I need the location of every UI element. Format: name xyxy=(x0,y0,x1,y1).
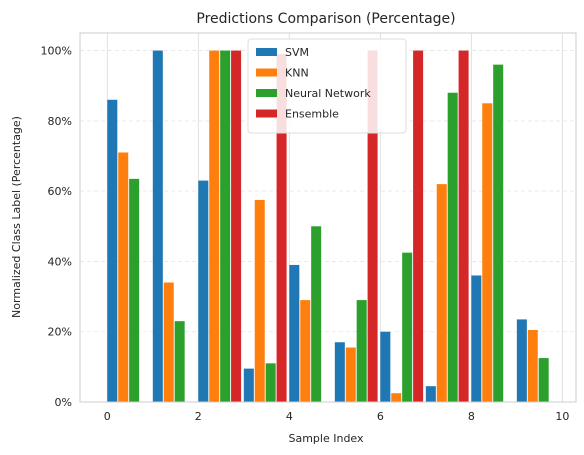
plot-area-frame xyxy=(79,32,577,403)
x-tick-label: 0 xyxy=(104,410,111,423)
bar-neural-network xyxy=(356,300,367,402)
bar-svm xyxy=(243,368,254,402)
x-axis-label: Sample Index xyxy=(288,432,364,445)
bar-knn xyxy=(118,152,129,402)
bar-neural-network xyxy=(538,358,549,402)
bar-svm xyxy=(198,180,209,402)
bar-knn xyxy=(345,347,356,402)
x-tick-label: 10 xyxy=(555,410,569,423)
legend: SVM KNN Neural Network Ensemble xyxy=(247,38,407,134)
bar-svm xyxy=(107,99,118,403)
bar-svm xyxy=(471,275,482,402)
y-tick-label: 60% xyxy=(48,185,72,198)
bar-knn xyxy=(163,282,174,402)
bar-neural-network xyxy=(493,64,504,402)
bar-neural-network xyxy=(220,50,231,402)
bar-ensemble xyxy=(367,50,378,402)
legend-label: Neural Network xyxy=(285,87,371,100)
x-tick-label: 2 xyxy=(195,410,202,423)
x-tick-label: 4 xyxy=(286,410,293,423)
bar-neural-network xyxy=(129,178,140,402)
legend-swatch xyxy=(256,48,277,56)
bar-svm xyxy=(380,331,391,402)
bar-knn xyxy=(209,50,220,402)
bar-ensemble xyxy=(276,54,287,402)
bar-svm xyxy=(425,386,436,402)
legend-swatch xyxy=(256,89,277,97)
bar-svm xyxy=(289,264,300,402)
chart-title: Predictions Comparison (Percentage) xyxy=(196,11,455,27)
bar-neural-network xyxy=(311,226,322,402)
bar-knn xyxy=(527,329,538,402)
bar-neural-network xyxy=(174,321,185,402)
legend-label: SVM xyxy=(285,46,309,59)
bar-knn xyxy=(300,300,311,402)
legend-label: KNN xyxy=(285,67,309,80)
y-axis-label: Normalized Class Label (Percentage) xyxy=(10,116,23,318)
x-tick-label: 8 xyxy=(468,410,475,423)
bar-svm xyxy=(152,50,163,402)
y-tick-label: 20% xyxy=(48,326,72,339)
y-tick-label: 0% xyxy=(55,396,72,409)
x-tick-labels: 0 2 4 6 8 10 xyxy=(104,410,570,423)
bar-knn xyxy=(254,199,265,402)
y-tick-label: 80% xyxy=(48,115,72,128)
bar-knn xyxy=(436,184,447,402)
bars xyxy=(107,50,549,403)
bar-knn xyxy=(391,393,402,402)
bar-svm xyxy=(334,342,345,402)
bar-svm xyxy=(516,319,527,402)
legend-label: Ensemble xyxy=(285,108,339,121)
x-tick-label: 6 xyxy=(377,410,384,423)
legend-box xyxy=(247,38,407,134)
bar-ensemble xyxy=(413,50,424,402)
legend-swatch xyxy=(256,109,277,118)
bar-knn xyxy=(482,103,493,403)
y-tick-label: 100% xyxy=(41,45,72,58)
bar-neural-network xyxy=(265,363,276,402)
bar-neural-network xyxy=(447,92,458,402)
legend-swatch xyxy=(256,68,277,77)
bar-ensemble xyxy=(458,50,469,402)
bar-neural-network xyxy=(402,252,413,402)
bar-ensemble xyxy=(231,50,242,402)
y-tick-label: 40% xyxy=(48,255,72,268)
y-tick-labels: 0% 20% 40% 60% 80% 100% xyxy=(41,45,72,409)
